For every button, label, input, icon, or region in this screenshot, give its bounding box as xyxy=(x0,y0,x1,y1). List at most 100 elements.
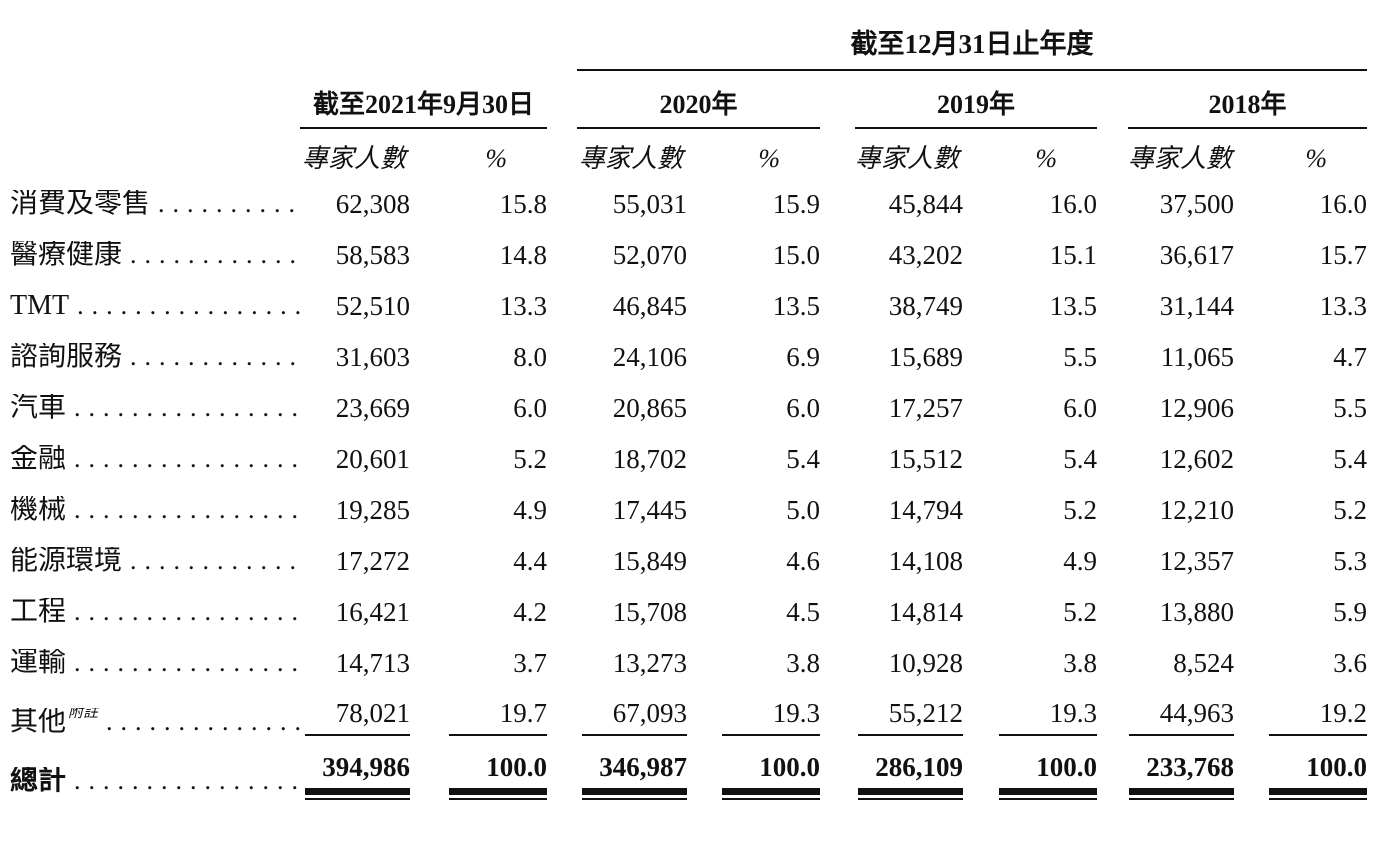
cell-pct-2021: 4.4 xyxy=(513,546,547,576)
cell-pct-2021: 8.0 xyxy=(513,342,547,372)
row-label: 運輸 xyxy=(10,649,67,677)
dot-leader: ........................................ xyxy=(130,344,300,370)
column-gap xyxy=(820,331,855,382)
cell-pct-2020: 4.5 xyxy=(786,597,820,627)
column-gap xyxy=(547,433,577,484)
cell-experts-2021: 16,421 xyxy=(335,597,410,627)
cell-experts-2018: 12,602 xyxy=(1159,444,1234,474)
cell-pct-2018: 13.3 xyxy=(1319,291,1367,321)
row-label: 諮詢服務 xyxy=(10,343,123,371)
row-label: TMT xyxy=(10,292,70,320)
dot-leader: ........................................ xyxy=(74,446,300,472)
column-gap xyxy=(1097,331,1128,382)
cell-experts-2019: 15,689 xyxy=(888,342,963,372)
column-gap xyxy=(1097,688,1128,739)
header-spacer xyxy=(10,22,577,70)
cell-pct-2021: 19.7 xyxy=(449,700,547,736)
table-row-machinery: 機械......................................… xyxy=(10,484,1367,535)
column-gap xyxy=(1097,535,1128,586)
cell-pct-2018: 16.0 xyxy=(1319,189,1367,219)
cell-experts-2019: 17,257 xyxy=(888,393,963,423)
row-label: 金融 xyxy=(10,445,67,473)
column-gap xyxy=(547,637,577,688)
dot-leader: ........................................ xyxy=(74,497,300,523)
cell-experts-2019: 43,202 xyxy=(888,240,963,270)
column-gap xyxy=(820,70,855,128)
period-header-row: 截至2021年9月30日 2020年 2019年 2018年 xyxy=(10,70,1367,129)
cell-experts-2021: 14,713 xyxy=(335,648,410,678)
column-gap xyxy=(820,229,855,280)
cell-pct-2021: 5.2 xyxy=(513,444,547,474)
row-label: 能源環境 xyxy=(10,547,123,575)
year-2020-header: 2020年 xyxy=(577,70,820,129)
group-header-row: 截至12月31日止年度 xyxy=(10,22,1367,71)
subheader-experts-2020: 專家人數 xyxy=(578,144,683,173)
cell-pct-2019: 15.1 xyxy=(1049,240,1097,270)
table-row-engineering: 工程......................................… xyxy=(10,586,1367,637)
table-row-automotive: 汽車......................................… xyxy=(10,382,1367,433)
cell-pct-2018: 5.2 xyxy=(1333,495,1367,525)
cell-pct-2019: 5.4 xyxy=(1063,444,1097,474)
subheader-pct-2019: % xyxy=(1035,144,1057,173)
header-spacer xyxy=(10,128,300,178)
cell-experts-2018: 12,357 xyxy=(1159,546,1234,576)
row-label: 機械 xyxy=(10,496,67,524)
cell-pct-2019: 5.2 xyxy=(1063,597,1097,627)
cell-pct-2020: 15.9 xyxy=(772,189,820,219)
cell-pct-2020: 3.8 xyxy=(786,648,820,678)
dot-leader: ........................................ xyxy=(77,293,300,319)
table-row-energy-environment: 能源環境....................................… xyxy=(10,535,1367,586)
dot-leader: ........................................ xyxy=(158,191,300,217)
period-2021-header: 截至2021年9月30日 xyxy=(300,70,547,129)
column-gap xyxy=(1097,70,1128,128)
cell-pct-2020: 5.4 xyxy=(786,444,820,474)
dot-leader: ........................................ xyxy=(130,242,300,268)
row-label: 消費及零售 xyxy=(10,190,151,218)
cell-experts-2018: 36,617 xyxy=(1159,240,1234,270)
cell-pct-2020: 15.0 xyxy=(772,240,820,270)
total-experts-2021: 394,986 xyxy=(305,754,410,800)
cell-pct-2020: 19.3 xyxy=(722,700,820,736)
cell-experts-2018: 37,500 xyxy=(1159,189,1234,219)
total-pct-2018: 100.0 xyxy=(1269,754,1367,800)
column-gap xyxy=(820,484,855,535)
cell-experts-2020: 15,708 xyxy=(612,597,687,627)
total-experts-2019: 286,109 xyxy=(858,754,963,800)
column-gap xyxy=(820,739,855,811)
column-gap xyxy=(547,229,577,280)
dot-leader: ........................................ xyxy=(74,650,300,676)
column-gap xyxy=(820,535,855,586)
cell-experts-2020: 67,093 xyxy=(582,700,687,736)
cell-pct-2021: 15.8 xyxy=(499,189,547,219)
cell-pct-2019: 16.0 xyxy=(1049,189,1097,219)
cell-experts-2019: 55,212 xyxy=(858,700,963,736)
cell-pct-2021: 13.3 xyxy=(499,291,547,321)
column-gap xyxy=(547,688,577,739)
column-gap xyxy=(1097,128,1128,178)
prospectus-page: 截至12月31日止年度 截至2021年9月30日 2020年 2019年 201… xyxy=(10,22,1367,811)
dot-leader: ........................................ xyxy=(106,709,300,735)
cell-experts-2018: 12,210 xyxy=(1159,495,1234,525)
cell-pct-2019: 4.9 xyxy=(1063,546,1097,576)
subheader-pct-2018: % xyxy=(1305,144,1327,173)
cell-experts-2021: 17,272 xyxy=(335,546,410,576)
cell-experts-2021: 78,021 xyxy=(305,700,410,736)
column-gap xyxy=(547,535,577,586)
cell-experts-2019: 10,928 xyxy=(888,648,963,678)
column-gap xyxy=(820,637,855,688)
cell-pct-2021: 4.2 xyxy=(513,597,547,627)
cell-experts-2020: 55,031 xyxy=(612,189,687,219)
cell-pct-2020: 4.6 xyxy=(786,546,820,576)
cell-experts-2018: 8,524 xyxy=(1173,648,1234,678)
cell-experts-2020: 24,106 xyxy=(612,342,687,372)
cell-pct-2020: 6.0 xyxy=(786,393,820,423)
subheader-experts-2018: 專家人數 xyxy=(1128,144,1233,173)
cell-pct-2018: 4.7 xyxy=(1333,342,1367,372)
column-gap xyxy=(547,70,577,128)
column-gap xyxy=(820,382,855,433)
column-gap xyxy=(547,586,577,637)
column-gap xyxy=(820,433,855,484)
row-label: 工程 xyxy=(10,598,67,626)
cell-pct-2018: 5.4 xyxy=(1333,444,1367,474)
year-2018-header: 2018年 xyxy=(1128,70,1367,129)
